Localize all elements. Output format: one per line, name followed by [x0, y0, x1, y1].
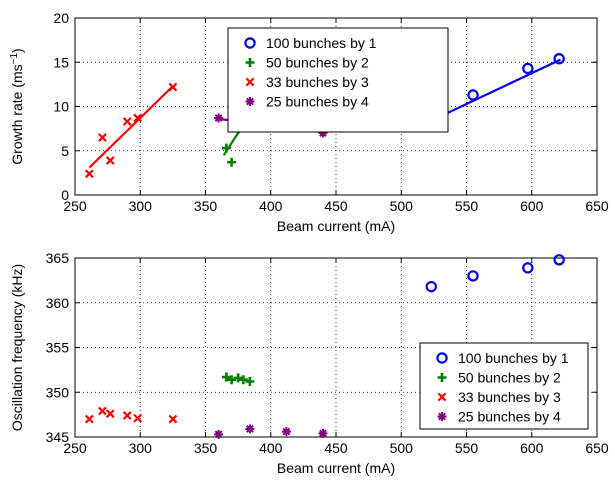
- x-axis-label: Beam current (mA): [277, 460, 395, 476]
- legend-label: 50 bunches by 2: [458, 370, 561, 386]
- y-tick-label: 365: [46, 250, 70, 266]
- data-point: [98, 133, 107, 142]
- data-point: [238, 375, 248, 385]
- legend-label: 50 bunches by 2: [266, 55, 369, 71]
- data-point: [133, 413, 143, 423]
- x-tick-label: 500: [390, 198, 414, 214]
- data-point: [522, 262, 534, 274]
- x-tick-label: 350: [194, 198, 218, 214]
- series-4: [214, 424, 328, 439]
- x-tick-label: 250: [63, 198, 87, 214]
- data-point: [105, 409, 115, 419]
- x-tick-label: 600: [520, 198, 544, 214]
- x-tick-label: 500: [390, 440, 414, 456]
- legend-box: [227, 27, 449, 133]
- gridlines: [75, 258, 597, 437]
- legend-marker: [245, 58, 255, 67]
- x-tick-label: 350: [194, 440, 218, 456]
- legend-label: 100 bunches by 1: [266, 35, 377, 51]
- x-tick-label: 300: [129, 440, 153, 456]
- data-point: [122, 117, 132, 126]
- x-tick-label: 300: [129, 198, 153, 214]
- data-point: [233, 373, 243, 383]
- data-point: [168, 414, 178, 424]
- legend-marker: [245, 97, 255, 106]
- data-point: [318, 428, 328, 438]
- legend: 100 bunches by 1 50 bunches by 2 33 bunche…: [227, 27, 449, 133]
- x-tick-label: 600: [520, 440, 544, 456]
- legend-marker: [245, 77, 255, 87]
- data-point: [522, 62, 534, 75]
- panel-1: 250 300 350 400 450 500 550 600 650 0 5 10 15 20 Beam …: [9, 10, 609, 234]
- x-tick-label: 550: [455, 198, 479, 214]
- y-tick-label: 360: [46, 295, 70, 311]
- data-point: [122, 411, 132, 420]
- x-tick-label: 250: [63, 440, 87, 456]
- panel-2: 250 300 350 400 450 500 550 600 650 345 350 355 360 3…: [9, 250, 609, 476]
- fit-line: [430, 58, 561, 122]
- x-axis-label: Beam current (mA): [277, 218, 395, 234]
- x-tick-label: 450: [324, 440, 348, 456]
- data-point: [245, 424, 255, 434]
- legend-label: 33 bunches by 3: [266, 74, 369, 90]
- legend-marker: [436, 352, 448, 364]
- legend-marker: [437, 373, 447, 382]
- y-tick-label: 5: [61, 143, 69, 159]
- data-point: [467, 270, 479, 282]
- y-axis-label: Oscillation frequency (kHz): [9, 264, 25, 431]
- x-tick-label: 650: [585, 198, 609, 214]
- x-tick-label: 650: [585, 440, 609, 456]
- data-point: [133, 113, 143, 123]
- y-tick-label: 350: [46, 384, 70, 400]
- data-point: [214, 429, 224, 439]
- x-tick-label: 450: [324, 198, 348, 214]
- data-point: [227, 375, 237, 385]
- y-tick-label: 345: [46, 429, 70, 445]
- x-tick-label: 400: [259, 198, 283, 214]
- legend-marker: [437, 392, 447, 402]
- legend-box: [419, 342, 589, 430]
- data-point: [227, 157, 237, 167]
- series-1: [425, 254, 565, 293]
- series-2: [221, 372, 255, 387]
- y-tick-label: 355: [46, 340, 70, 356]
- y-tick-label: 0: [61, 187, 69, 203]
- legend-marker: [437, 412, 447, 421]
- x-tick-label: 400: [259, 440, 283, 456]
- data-point: [467, 89, 479, 101]
- legend-label: 25 bunches by 4: [458, 409, 561, 425]
- legend-marker: [244, 37, 256, 49]
- data-point: [84, 414, 94, 424]
- y-tick-label: 15: [53, 54, 69, 70]
- y-tick-label: 10: [53, 99, 69, 115]
- legend-label: 33 bunches by 3: [458, 389, 561, 405]
- y-tick-label: 20: [53, 10, 69, 26]
- data-point: [98, 406, 107, 416]
- legend: 100 bunches by 1 50 bunches by 2 33 bunche…: [419, 342, 589, 430]
- data-point: [221, 372, 231, 382]
- fit-line: [88, 85, 174, 169]
- legend-label: 100 bunches by 1: [458, 350, 569, 366]
- data-point: [425, 280, 437, 293]
- data-point: [553, 53, 565, 65]
- data-point: [105, 156, 115, 165]
- data-point: [221, 143, 231, 153]
- legend-label: 25 bunches by 4: [266, 94, 369, 110]
- data-point: [214, 113, 224, 123]
- series-3: [84, 406, 178, 424]
- data-point: [245, 377, 255, 387]
- series-3: [84, 82, 178, 179]
- x-tick-label: 550: [455, 440, 479, 456]
- data-point: [168, 82, 178, 92]
- data-point: [84, 169, 94, 179]
- data-point: [281, 427, 291, 437]
- data-point: [553, 254, 565, 266]
- y-axis-label: Growth rate (ms−1): [9, 48, 25, 164]
